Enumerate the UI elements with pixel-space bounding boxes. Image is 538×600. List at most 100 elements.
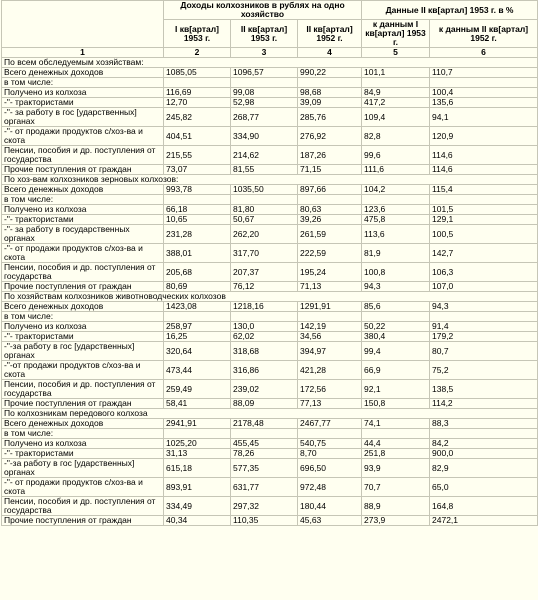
table-body: По всем обследуемым хозяйствам: Всего ден… [0, 57, 538, 526]
value-cell [429, 311, 538, 322]
value-cell: 78,26 [230, 448, 298, 459]
value-cell: 297,32 [230, 496, 298, 516]
value-cell: 45,63 [296, 515, 363, 526]
section-heading-row: По хозяйствам колхозников животноводческ… [0, 291, 538, 302]
row-label: Получено из колхоза [1, 321, 164, 332]
value-cell: 104,2 [361, 184, 431, 195]
value-cell: 81,80 [230, 204, 298, 215]
value-cell: 258,97 [163, 321, 231, 332]
value-cell: 317,70 [230, 243, 298, 263]
value-cell: 80,7 [429, 341, 538, 361]
table-row: Получено из колхоза 116,69 99,08 98,68 84,9 1… [1, 87, 538, 98]
row-label: Пенсии, пособия и др. поступления от гос… [1, 145, 164, 165]
value-cell: 74,1 [361, 418, 431, 429]
row-label: -"- трактористами [1, 214, 164, 225]
value-cell: 130,0 [230, 321, 298, 332]
value-cell: 40,34 [163, 515, 231, 526]
value-cell: 972,48 [296, 477, 363, 497]
table-row: -"- от продажи продуктов с/хоз-ва и скот… [1, 477, 538, 497]
value-cell: 473,44 [163, 360, 231, 380]
value-cell [361, 311, 431, 322]
table-row: Всего денежных доходов 2941,91 2178,48 2467… [1, 418, 538, 429]
value-cell: 2178,48 [230, 418, 298, 429]
value-cell: 101,5 [429, 204, 538, 215]
value-cell: 92,1 [361, 379, 431, 399]
value-cell: 77,13 [296, 398, 363, 409]
table-row: в том числе: [1, 194, 538, 205]
value-cell: 81,55 [230, 164, 298, 175]
column-number: 5 [361, 47, 431, 58]
value-cell: 388,01 [163, 243, 231, 263]
value-cell: 577,35 [230, 458, 298, 478]
value-cell: 893,91 [163, 477, 231, 497]
row-label: Всего денежных доходов [1, 301, 164, 312]
value-cell: 1035,50 [230, 184, 298, 195]
value-cell: 900,0 [429, 448, 538, 459]
column-number: 3 [230, 47, 298, 58]
table-row: Пенсии, пособия и др. поступления от гос… [1, 496, 538, 516]
value-cell: 207,37 [230, 262, 298, 282]
value-cell: 50,67 [230, 214, 298, 225]
row-label: Получено из колхоза [1, 204, 164, 215]
value-cell: 262,20 [230, 224, 298, 244]
row-label: -"- трактористами [1, 97, 164, 108]
value-cell: 71,15 [296, 164, 363, 175]
value-cell: 66,18 [163, 204, 231, 215]
value-cell: 114,6 [429, 164, 538, 175]
value-cell: 215,55 [163, 145, 231, 165]
percent-group-header: Данные II кв[артал] 1953 г. в % [361, 0, 538, 20]
value-cell: 455,45 [230, 438, 298, 449]
table-row: -"- трактористами 31,13 78,26 8,70 251,8 900,… [1, 448, 538, 459]
row-label: в том числе: [1, 311, 164, 322]
value-cell: 631,77 [230, 477, 298, 497]
table-row: в том числе: [1, 77, 538, 88]
value-cell: 50,22 [361, 321, 431, 332]
row-label: -"-от продажи продуктов с/хоз-ва и скота [1, 360, 164, 380]
table-row: Получено из колхоза 1025,20 455,45 540,75 44… [1, 438, 538, 449]
value-cell: 120,9 [429, 126, 538, 146]
column-header: II кв[артал] 1952 г. [296, 19, 363, 48]
value-cell: 80,69 [163, 281, 231, 292]
section-title: По колхозникам передового колхоза [0, 408, 538, 419]
row-label: Прочие поступления от граждан [1, 164, 164, 175]
value-cell: 52,98 [230, 97, 298, 108]
table-row: Получено из колхоза 258,97 130,0 142,19 50,2… [1, 321, 538, 332]
value-cell: 82,9 [429, 458, 538, 478]
section-title: По хоз-вам колхозников зерновых колхозов… [0, 174, 538, 185]
value-cell: 417,2 [361, 97, 431, 108]
column-header: II кв[артал] 1953 г. [230, 19, 298, 48]
row-label: Получено из колхоза [1, 438, 164, 449]
value-cell: 897,66 [296, 184, 363, 195]
value-cell: 180,44 [296, 496, 363, 516]
row-label: -"- за работу в гос [ударственных] орган… [1, 107, 164, 127]
value-cell: 100,8 [361, 262, 431, 282]
value-cell: 58,41 [163, 398, 231, 409]
table-row: -"- трактористами 12,70 52,98 39,09 417,2 135… [1, 97, 538, 108]
value-cell [296, 311, 363, 322]
row-label: Пенсии, пособия и др. поступления от гос… [1, 379, 164, 399]
table-row: Пенсии, пособия и др. поступления от гос… [1, 379, 538, 399]
value-cell: 116,69 [163, 87, 231, 98]
table-row: в том числе: [1, 311, 538, 322]
row-label: в том числе: [1, 77, 164, 88]
value-cell: 1218,16 [230, 301, 298, 312]
table-row: -"- за работу в гос [ударственных] орган… [1, 107, 538, 127]
income-table: Доходы колхозников в рублях на одно хозя… [0, 0, 538, 526]
header-corner-cell [1, 0, 164, 48]
table-row: -"-за работу в гос [ударственных] органа… [1, 341, 538, 361]
value-cell: 93,9 [361, 458, 431, 478]
table-row: Прочие поступления от граждан 73,07 81,55 7… [1, 164, 538, 175]
table-row: Получено из колхоза 66,18 81,80 80,63 123,6 1… [1, 204, 538, 215]
value-cell: 394,97 [296, 341, 363, 361]
table-row: -"-от продажи продуктов с/хоз-ва и скота… [1, 360, 538, 380]
section-title: По всем обследуемым хозяйствам: [0, 57, 538, 68]
row-label: -"- трактористами [1, 331, 164, 342]
row-label: -"- трактористами [1, 448, 164, 459]
table-header: Доходы колхозников в рублях на одно хозя… [1, 0, 538, 58]
value-cell: 71,13 [296, 281, 363, 292]
value-cell: 268,77 [230, 107, 298, 127]
value-cell: 990,22 [296, 67, 363, 78]
value-cell: 62,02 [230, 331, 298, 342]
value-cell [230, 428, 298, 439]
